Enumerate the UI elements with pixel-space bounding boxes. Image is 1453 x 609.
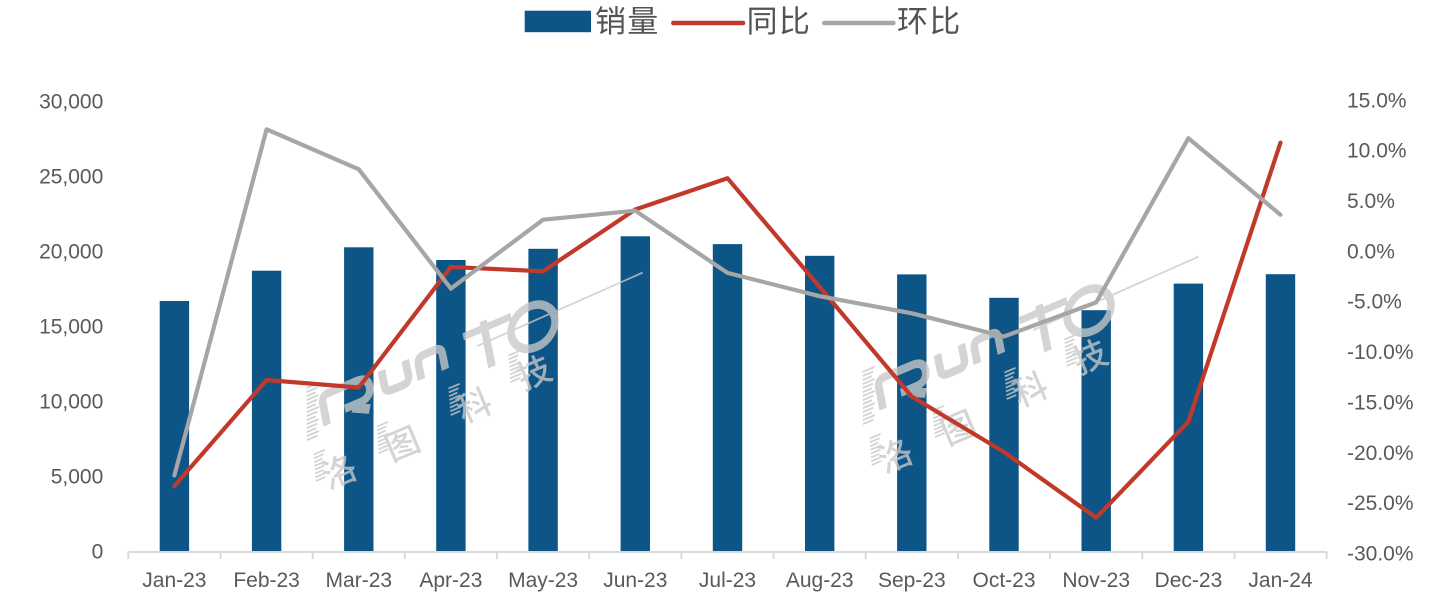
svg-text:Aug-23: Aug-23	[786, 569, 854, 592]
svg-text:10,000: 10,000	[39, 390, 103, 413]
svg-text:-30.0%: -30.0%	[1347, 543, 1414, 566]
svg-text:-25.0%: -25.0%	[1347, 492, 1414, 515]
svg-text:20,000: 20,000	[39, 240, 103, 263]
svg-text:Nov-23: Nov-23	[1062, 569, 1130, 592]
svg-text:May-23: May-23	[508, 569, 578, 592]
svg-text:15,000: 15,000	[39, 315, 103, 338]
svg-text:Jun-23: Jun-23	[603, 569, 667, 592]
svg-text:25,000: 25,000	[39, 165, 103, 188]
svg-text:30,000: 30,000	[39, 90, 103, 113]
svg-text:Feb-23: Feb-23	[233, 569, 300, 592]
svg-text:0.0%: 0.0%	[1347, 240, 1395, 263]
svg-text:-10.0%: -10.0%	[1347, 341, 1414, 364]
svg-text:Jan-23: Jan-23	[142, 569, 206, 592]
svg-text:Mar-23: Mar-23	[326, 569, 393, 592]
svg-text:5,000: 5,000	[51, 465, 104, 488]
svg-text:Jul-23: Jul-23	[699, 569, 756, 592]
svg-text:Oct-23: Oct-23	[972, 569, 1035, 592]
svg-text:Apr-23: Apr-23	[419, 569, 482, 592]
svg-text:-5.0%: -5.0%	[1347, 291, 1402, 314]
svg-text:-15.0%: -15.0%	[1347, 392, 1414, 415]
svg-text:15.0%: 15.0%	[1347, 89, 1407, 112]
svg-text:-20.0%: -20.0%	[1347, 442, 1414, 465]
svg-text:5.0%: 5.0%	[1347, 190, 1395, 213]
svg-text:Dec-23: Dec-23	[1155, 569, 1223, 592]
svg-text:0: 0	[92, 540, 104, 563]
svg-text:Jan-24: Jan-24	[1248, 569, 1313, 592]
svg-text:10.0%: 10.0%	[1347, 140, 1407, 163]
svg-text:Sep-23: Sep-23	[878, 569, 946, 592]
